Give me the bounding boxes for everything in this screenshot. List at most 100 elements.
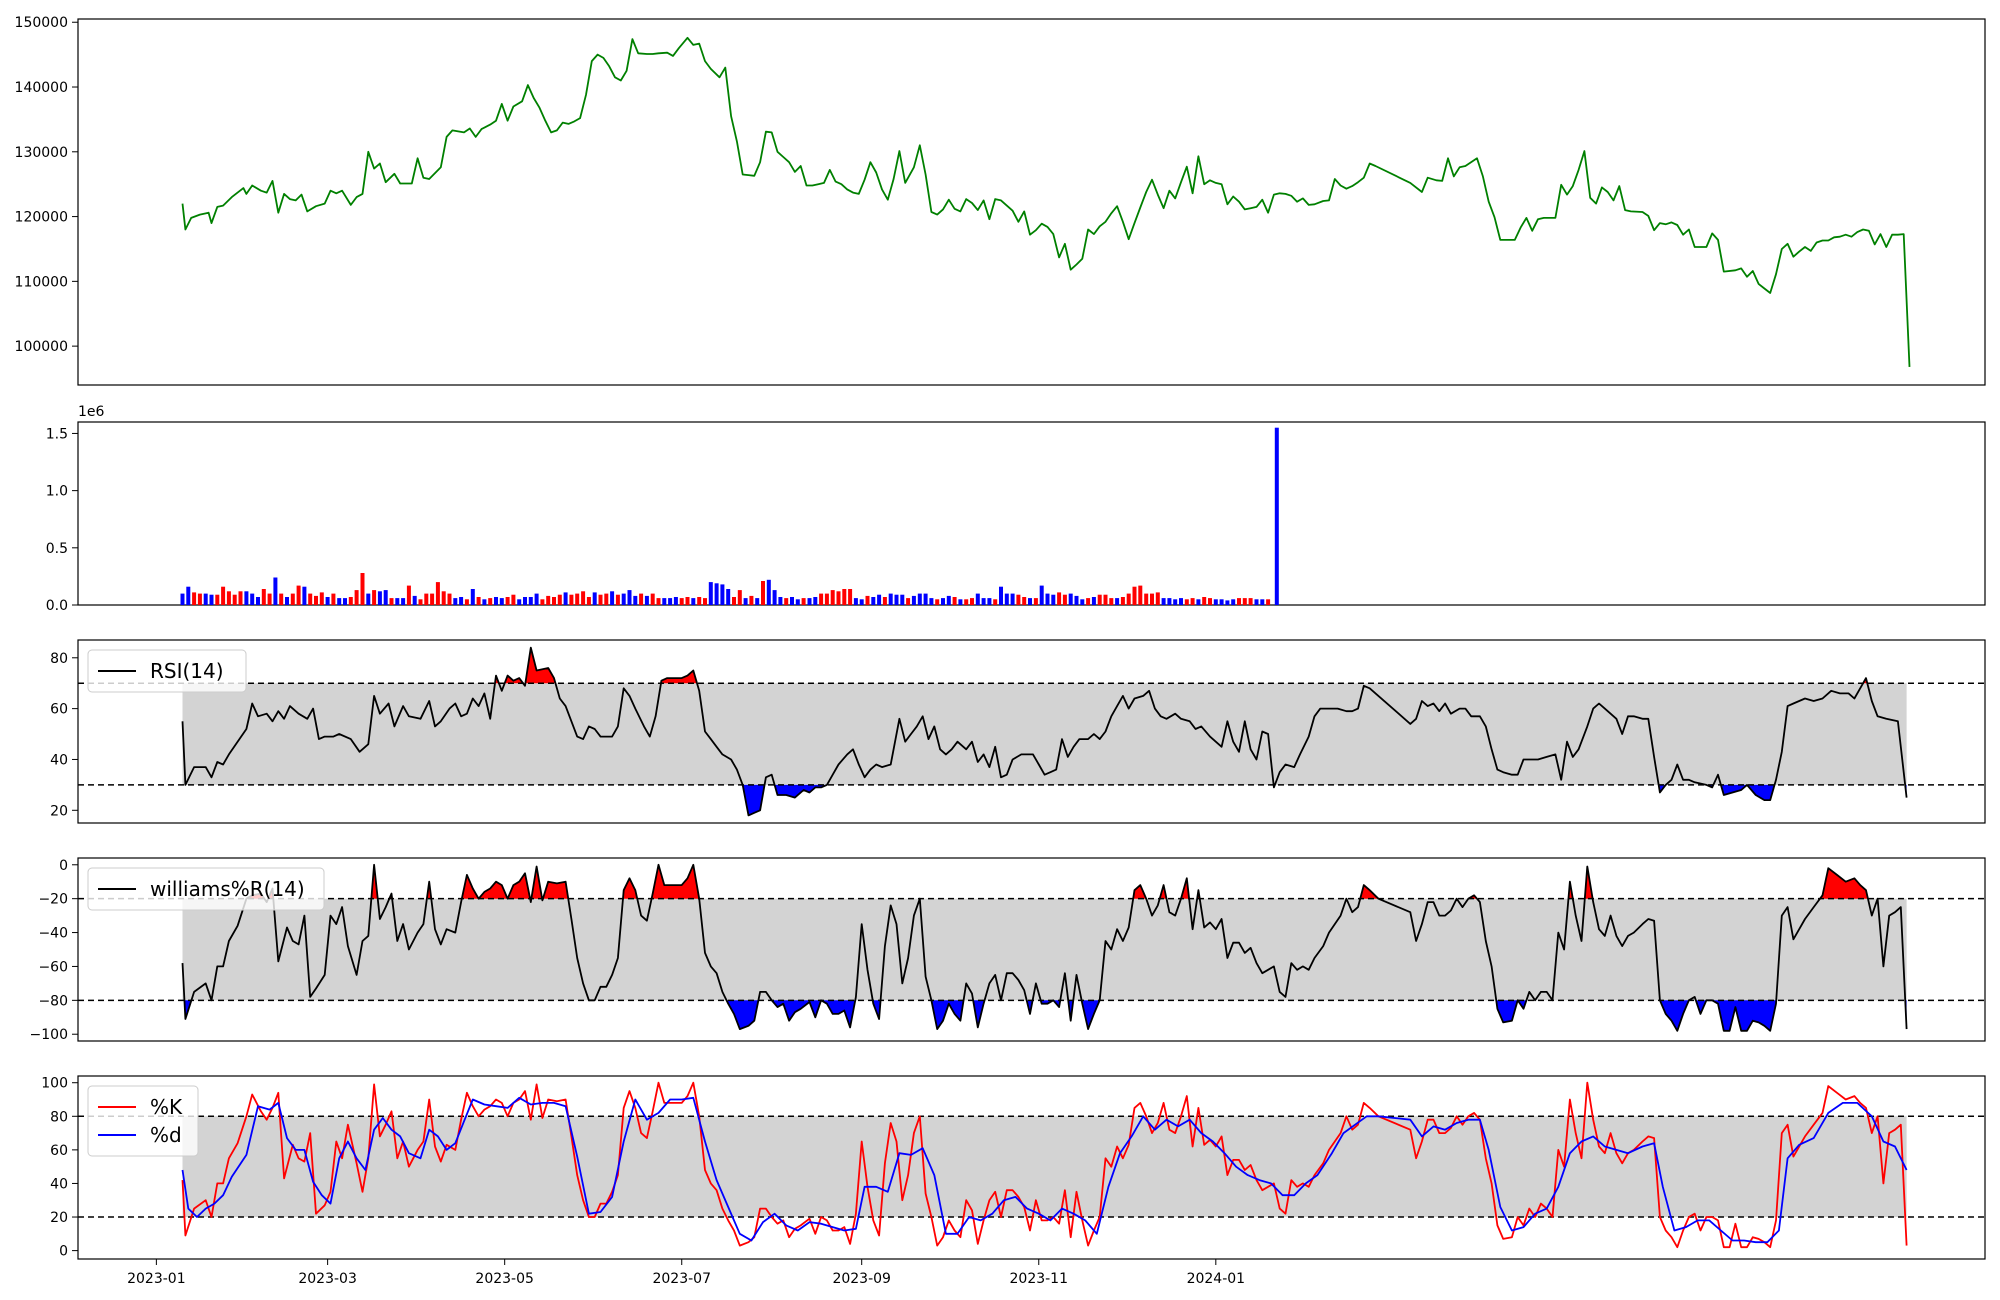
volume-bar — [186, 586, 191, 605]
volume-bar — [221, 586, 226, 605]
stochastic-y-tick-label: 40 — [50, 1176, 68, 1192]
volume-bar — [1254, 599, 1259, 605]
stochastic-y-tick-label: 80 — [50, 1109, 68, 1125]
williams-y-tick-label: −40 — [38, 926, 68, 942]
williams-legend — [87, 867, 325, 911]
volume-bar — [970, 598, 974, 605]
volume-bar — [389, 598, 394, 605]
volume-bar — [1190, 598, 1195, 605]
volume-bar — [679, 598, 684, 605]
volume-bar — [1057, 592, 1062, 605]
volume-bar — [662, 598, 667, 605]
volume-bar — [1231, 599, 1236, 605]
rsi-overbought-fill — [495, 648, 1868, 684]
volume-bar — [250, 593, 255, 605]
volume-bar — [952, 597, 957, 605]
williams-legend-label: williams%R(14) — [150, 877, 305, 901]
williams-y-tick-label: −60 — [38, 959, 68, 975]
stochastic-legend-label: %K — [150, 1095, 183, 1119]
x-tick-label: 2023-03 — [298, 1271, 357, 1287]
williams-y-tick-label: −20 — [38, 892, 68, 908]
volume-bar — [348, 597, 353, 605]
volume-bar — [975, 593, 980, 605]
volume-bar — [882, 597, 887, 605]
volume-bar — [1266, 599, 1271, 605]
volume-bar — [343, 598, 347, 605]
rsi-y-tick-label: 60 — [50, 702, 68, 718]
volume-bar — [412, 595, 417, 605]
williams-oversold-fill — [184, 1000, 1907, 1031]
volume-bar — [1097, 594, 1102, 605]
volume-bar — [697, 597, 702, 605]
volume-bar — [285, 597, 289, 605]
volume-bar — [807, 598, 812, 605]
volume-bar — [836, 591, 841, 605]
price-frame — [77, 18, 1986, 386]
stochastic-legend-label: %d — [150, 1123, 182, 1147]
volume-bar — [813, 597, 818, 605]
volume-bar — [1202, 597, 1207, 605]
volume-bar — [929, 598, 934, 605]
volume-bar — [354, 590, 359, 605]
volume-bar — [598, 594, 603, 605]
volume-bar — [865, 595, 870, 605]
volume-bar — [435, 582, 440, 605]
stochastic-neutral-band — [182, 1116, 1907, 1218]
volume-bar — [627, 590, 632, 605]
volume-bar — [935, 599, 940, 605]
volume-bar — [523, 597, 527, 605]
volume-bar — [964, 599, 969, 605]
volume-bar — [331, 593, 336, 605]
volume-bar — [418, 599, 423, 605]
volume-bar — [1022, 597, 1027, 605]
volume-bar — [691, 598, 696, 605]
volume-bar — [209, 594, 214, 605]
volume-bar — [586, 597, 591, 605]
volume-bar — [795, 599, 800, 605]
volume-bar — [877, 594, 882, 605]
volume-bar — [372, 590, 377, 605]
volume-bar — [842, 589, 847, 605]
volume-bar — [279, 593, 284, 605]
volume-bar — [1103, 594, 1108, 605]
volume-bar — [656, 598, 661, 605]
volume-bar — [790, 597, 794, 605]
x-tick-label: 2023-05 — [475, 1271, 534, 1287]
shared-date-axis: 2023-01 2023-03 2023-05 2023-07 2023-09 2023-… — [127, 1259, 1245, 1287]
volume-bar — [737, 590, 742, 605]
volume-bar — [772, 590, 777, 605]
volume-bar — [290, 593, 295, 605]
rsi-oversold-fill — [742, 784, 1907, 816]
volume-bar — [1138, 585, 1143, 605]
price-y-tick-label: 120000 — [15, 210, 68, 226]
price-line — [181, 36, 1911, 367]
volume-bar — [778, 597, 783, 605]
williams-neutral-band — [182, 898, 1907, 1001]
volume-bar — [197, 593, 202, 605]
volume-bar — [267, 593, 272, 605]
volume-y-tick-label: 0.5 — [46, 541, 68, 557]
volume-bar — [1080, 599, 1085, 605]
x-tick-label: 2023-11 — [1010, 1271, 1069, 1287]
volume-bar — [203, 593, 208, 605]
volume-bar — [859, 599, 864, 605]
volume-bar — [1196, 599, 1201, 605]
volume-bar — [1173, 599, 1178, 605]
volume-bar — [441, 591, 446, 605]
volume-bar — [453, 598, 458, 605]
volume-bar — [604, 593, 609, 605]
rsi-line — [181, 646, 1908, 817]
volume-bar — [226, 591, 231, 605]
volume-bar — [1120, 597, 1125, 605]
volume-bar — [784, 598, 789, 605]
volume-bar — [1109, 598, 1114, 605]
volume-bar — [615, 594, 620, 605]
volume-bar — [644, 595, 649, 605]
volume-bar — [888, 593, 893, 605]
volume-bar — [581, 591, 586, 605]
volume-bar — [337, 598, 342, 605]
volume-bar — [1248, 598, 1253, 605]
volume-bar — [308, 593, 313, 605]
volume-bar — [1219, 599, 1224, 605]
